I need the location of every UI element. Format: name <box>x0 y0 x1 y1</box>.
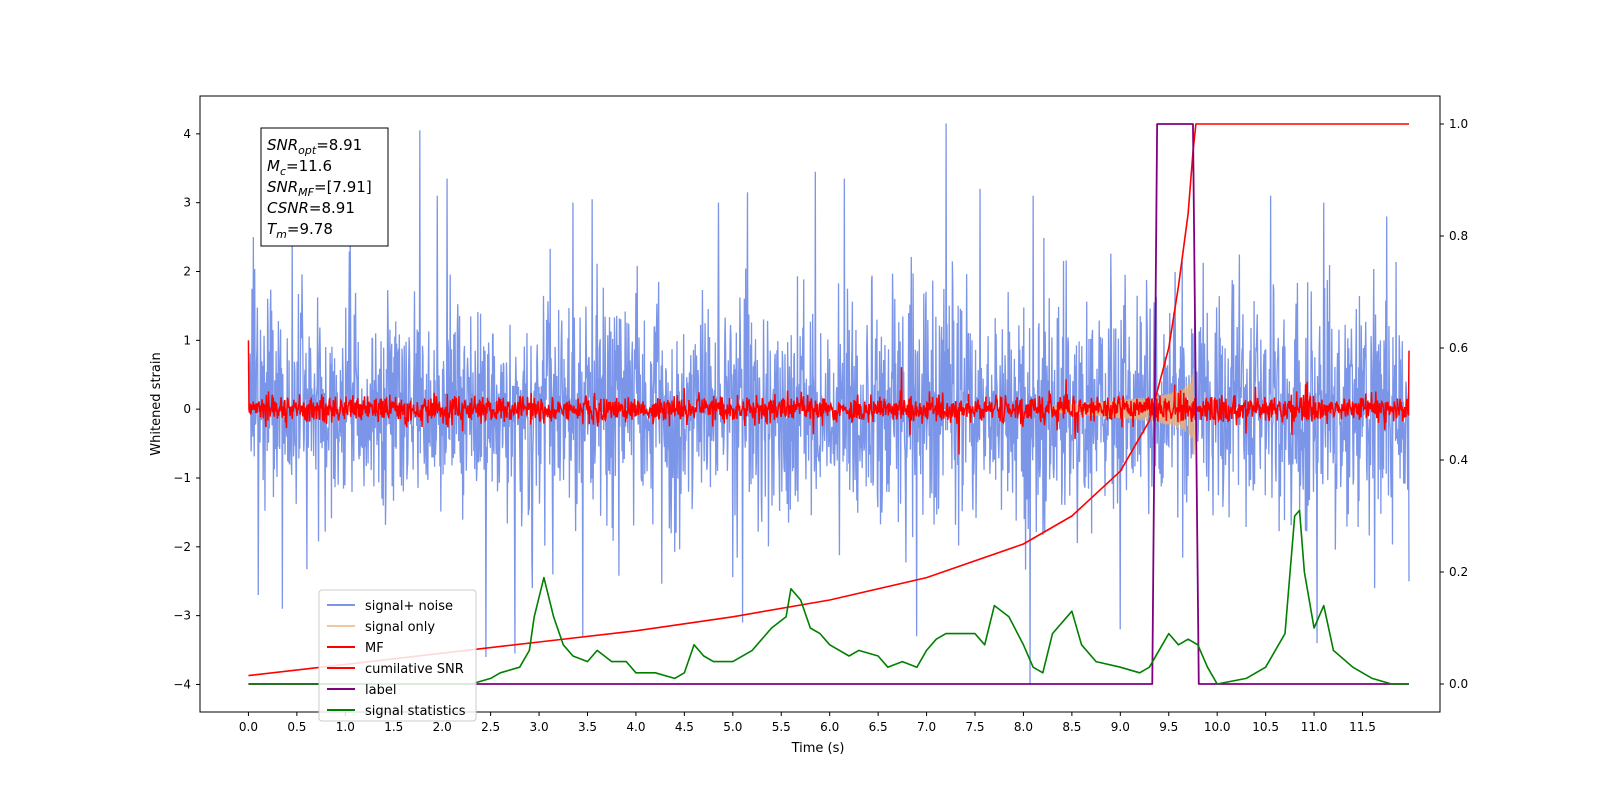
annotation-line: CSNR=8.91 <box>267 199 355 217</box>
series-label <box>248 123 1409 685</box>
x-axis-label: Time (s) <box>791 741 845 756</box>
y-tick-label: 4 <box>183 127 191 141</box>
annotation-line: SNRopt=8.91 <box>267 136 362 157</box>
y-tick-label: 2 <box>183 265 191 279</box>
y-tick-label: 1 <box>183 333 191 347</box>
series-cumulative-snr <box>248 123 1409 677</box>
y2-tick-label: 1.0 <box>1449 117 1468 131</box>
annotation-symbol: CSNR <box>267 199 309 217</box>
annotation-value: =8.91 <box>316 136 362 154</box>
annotation-line: Tm=9.78 <box>267 220 333 241</box>
y-axis-left: −4 −3 −2 −1 0 1 2 3 4 <box>173 127 200 691</box>
annotation-line: SNRMF=[7.91] <box>267 178 372 199</box>
x-tick-label: 11.0 <box>1301 720 1328 734</box>
series-signal-only <box>1051 368 1197 455</box>
x-tick-label: 2.5 <box>481 720 500 734</box>
legend-frame <box>318 589 477 722</box>
x-tick-label: 1.5 <box>384 720 403 734</box>
x-tick-label: 7.5 <box>965 720 984 734</box>
x-tick-label: 0.0 <box>239 720 258 734</box>
y2-tick-label: 0.4 <box>1449 453 1468 467</box>
x-tick-label: 2.0 <box>433 720 452 734</box>
annotation-frame <box>260 127 389 247</box>
y2-tick-label: 0.0 <box>1449 677 1468 691</box>
annotation-box: SNRopt=8.91Mc=11.6SNRMF=[7.91]CSNR=8.91T… <box>260 127 389 247</box>
x-tick-label: 5.0 <box>723 720 742 734</box>
legend: signal+ noise signal only MF cumilative SNR… <box>318 589 477 722</box>
data-layer <box>247 123 1410 685</box>
y-tick-label: −4 <box>173 677 191 691</box>
series-mf <box>247 340 1410 455</box>
y-tick-label: −3 <box>173 609 191 623</box>
y-tick-label: −2 <box>173 540 191 554</box>
y2-tick-label: 0.6 <box>1449 341 1468 355</box>
x-axis: 0.0 0.5 1.0 1.5 2.0 2.5 3.0 3.5 4.0 4.5 5.0 5.5 6.0 6… <box>239 712 1376 734</box>
annotation-value: =8.91 <box>309 199 355 217</box>
annotation-value: =[7.91] <box>314 178 372 196</box>
annotation-subscript: m <box>276 228 287 241</box>
legend-label: signal+ noise <box>365 599 453 614</box>
annotation-symbol: T <box>267 220 278 238</box>
annotation-value: =11.6 <box>286 157 332 175</box>
x-tick-label: 7.0 <box>917 720 936 734</box>
x-tick-label: 5.5 <box>772 720 791 734</box>
y-tick-label: −1 <box>173 471 191 485</box>
legend-label: cumilative SNR <box>365 662 464 677</box>
annotation-value: =9.78 <box>287 220 333 238</box>
x-tick-label: 0.5 <box>287 720 306 734</box>
legend-label: signal statistics <box>365 704 466 719</box>
x-tick-label: 10.5 <box>1252 720 1279 734</box>
annotation-symbol: SNR <box>267 136 298 154</box>
x-tick-label: 8.5 <box>1062 720 1081 734</box>
y-axis-label: Whitened strain <box>149 352 164 455</box>
x-tick-label: 6.5 <box>869 720 888 734</box>
x-tick-label: 8.0 <box>1014 720 1033 734</box>
annotation-line: Mc=11.6 <box>267 157 332 178</box>
series-signal-statistics <box>248 509 1409 685</box>
x-tick-label: 9.5 <box>1159 720 1178 734</box>
y-tick-label: 0 <box>183 402 191 416</box>
annotation-subscript: opt <box>298 144 317 157</box>
x-tick-label: 4.0 <box>626 720 645 734</box>
x-tick-label: 10.0 <box>1204 720 1231 734</box>
x-tick-label: 1.0 <box>336 720 355 734</box>
x-tick-label: 4.5 <box>675 720 694 734</box>
x-tick-label: 11.5 <box>1349 720 1376 734</box>
annotation-symbol: SNR <box>267 178 298 196</box>
legend-label: label <box>365 683 396 698</box>
x-tick-label: 3.5 <box>578 720 597 734</box>
x-tick-label: 6.0 <box>820 720 839 734</box>
annotation-subscript: MF <box>298 186 314 199</box>
annotation-subscript: c <box>280 165 286 178</box>
legend-label: signal only <box>365 620 435 635</box>
y-axis-right: 0.0 0.2 0.4 0.6 0.8 1.0 <box>1440 117 1468 691</box>
y-tick-label: 3 <box>183 196 191 210</box>
legend-label: MF <box>365 641 384 656</box>
plot-frame <box>199 95 1441 713</box>
x-tick-label: 3.0 <box>530 720 549 734</box>
x-tick-label: 9.0 <box>1111 720 1130 734</box>
y2-tick-label: 0.8 <box>1449 229 1468 243</box>
annotation-symbol: M <box>267 157 280 175</box>
y2-tick-label: 0.2 <box>1449 565 1468 579</box>
